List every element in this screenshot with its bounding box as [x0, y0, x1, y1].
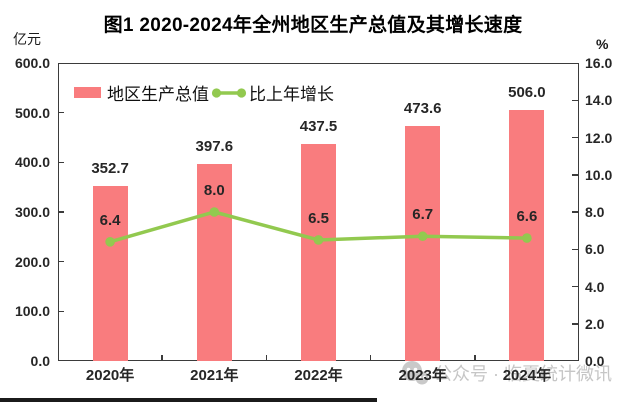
- x-axis-tick-mark: [265, 355, 268, 361]
- right-axis-tick-label: 4.0: [585, 278, 605, 295]
- left-axis-tick-mark: [58, 161, 64, 164]
- right-axis-tick-label: 6.0: [585, 241, 605, 258]
- right-axis-tick-label: 0.0: [585, 353, 605, 369]
- left-axis-tick-label: 200.0: [14, 253, 50, 270]
- right-axis-tick-mark: [571, 174, 578, 176]
- gdp-bar-value-label: 437.5: [299, 117, 338, 135]
- right-axis-tick-label: 8.0: [585, 204, 605, 220]
- right-axis-unit-label: %: [596, 36, 609, 52]
- legend: 地区生产总值 比上年增长: [74, 80, 334, 105]
- right-axis-tick-mark: [571, 211, 578, 213]
- legend-line-series-label: 比上年增长: [249, 85, 334, 104]
- right-axis-tick-mark: [571, 99, 578, 101]
- wechat-official-account-icon: [402, 361, 429, 385]
- x-axis-category-label: 2022年: [294, 367, 343, 384]
- left-axis-tick-label: 400.0: [14, 154, 50, 171]
- growth-point-value-label: 8.0: [203, 182, 225, 199]
- right-axis-tick-mark: [571, 323, 578, 325]
- right-axis-tick-label: 16.0: [585, 55, 613, 71]
- right-axis-tick-label: 12.0: [585, 129, 613, 146]
- chart-title: 图1 2020-2024年全州地区生产总值及其增长速度: [103, 15, 523, 36]
- left-axis-tick-label: 0.0: [30, 353, 50, 369]
- left-axis-tick-mark: [58, 260, 64, 263]
- left-axis-tick-mark: [58, 111, 64, 114]
- right-axis-tick-mark: [571, 285, 578, 288]
- x-axis-tick-mark: [369, 355, 372, 361]
- gdp-bar-value-label: 473.6: [403, 99, 442, 117]
- x-axis-category-label: 2020年: [85, 367, 135, 384]
- legend-bar-swatch: [74, 87, 101, 98]
- gdp-bar: [301, 143, 336, 361]
- legend-line-marker-icon: [211, 87, 247, 98]
- right-axis-tick-mark: [571, 248, 578, 250]
- bottom-edge-bar: [0, 398, 377, 402]
- right-axis-tick-label: 2.0: [585, 315, 605, 332]
- watermark-text: 公众号 · 临夏统计微讯: [434, 364, 612, 384]
- left-axis-tick-label: 600.0: [14, 55, 50, 71]
- right-axis-tick-mark: [571, 136, 578, 139]
- growth-point-value-label: 6.5: [308, 209, 329, 227]
- x-axis-tick-mark: [161, 355, 163, 361]
- left-axis-tick-label: 500.0: [14, 104, 50, 121]
- growth-point-value-label: 6.4: [99, 211, 121, 229]
- x-axis-category-label: 2024年: [502, 367, 552, 384]
- gdp-bar: [509, 109, 545, 361]
- gdp-bar-value-label: 506.0: [508, 83, 546, 101]
- x-axis-tick-mark: [474, 355, 476, 361]
- legend-bar-series-label: 地区生产总值: [107, 85, 209, 104]
- x-axis-category-label: 2021年: [190, 367, 239, 384]
- gdp-bar-value-label: 397.6: [195, 137, 234, 155]
- left-axis-unit-label: 亿元: [13, 31, 41, 47]
- growth-point-value-label: 6.6: [516, 208, 538, 226]
- growth-point-value-label: 6.7: [412, 206, 434, 224]
- left-axis-tick-mark: [58, 211, 64, 213]
- right-axis-tick-label: 14.0: [585, 92, 613, 109]
- left-axis-tick-mark: [58, 310, 64, 313]
- left-axis-tick-label: 100.0: [14, 303, 50, 320]
- gdp-bar-value-label: 352.7: [91, 159, 129, 177]
- left-axis-tick-label: 300.0: [14, 204, 50, 220]
- gdp-bar: [405, 125, 441, 361]
- x-axis-category-label: 2023年: [398, 367, 447, 384]
- gdp-bar: [196, 163, 232, 361]
- right-axis-tick-label: 10.0: [585, 166, 613, 183]
- watermark: 公众号 · 临夏统计微讯: [400, 358, 612, 388]
